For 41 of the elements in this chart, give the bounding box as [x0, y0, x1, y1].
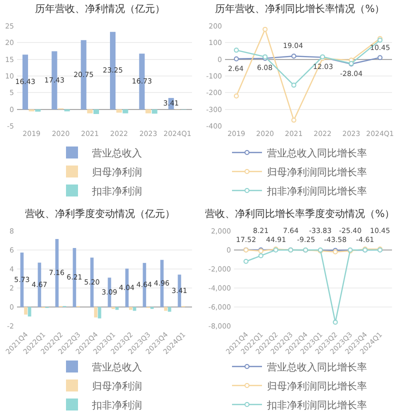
point [234, 48, 239, 53]
legend-label: 扣非净利润 [91, 185, 142, 198]
point [291, 82, 296, 88]
legend-label: 归母净利润同比增长率 [267, 380, 367, 392]
legend-label: 扣非净利润同比增长率 [266, 185, 367, 198]
bar [164, 307, 168, 311]
bar [93, 109, 100, 114]
bar [87, 109, 93, 114]
chart-title: 营收、净利季度变动情况（亿元） [25, 208, 175, 220]
legend-label: 营业总收入 [92, 361, 142, 374]
chart-title: 营收、净利同比增长率季度变动情况（%） [205, 208, 395, 220]
point [332, 320, 338, 325]
chart-title: 历年营收、净利同比增长率情况（%） [215, 3, 385, 15]
bar [152, 109, 158, 114]
point [258, 253, 264, 258]
legend-label: 归母净利润同比增长率 [267, 166, 367, 178]
chart-title: 历年营收、净利情况（亿元） [35, 3, 165, 15]
bar [129, 307, 132, 310]
point [234, 56, 239, 62]
bar [28, 307, 32, 316]
point [378, 55, 382, 60]
bar [132, 307, 136, 311]
legend-label: 扣非净利润 [91, 399, 142, 412]
bar [94, 307, 98, 318]
bar [115, 307, 119, 310]
legend-label: 营业总收入同比增长率 [267, 361, 367, 374]
bar [168, 307, 172, 312]
legend-label: 归母净利润 [92, 380, 142, 392]
point [234, 94, 239, 98]
point [262, 26, 268, 32]
legend-label: 归母净利润 [92, 166, 142, 178]
point [244, 258, 248, 264]
legend-label: 扣非净利润同比增长率 [266, 399, 367, 412]
bar [24, 307, 28, 315]
point [291, 118, 296, 123]
bar [122, 109, 128, 114]
legend-label: 营业总收入 [92, 147, 142, 160]
legend-label: 营业总收入同比增长率 [267, 147, 367, 160]
point [291, 54, 296, 59]
bar [145, 109, 152, 114]
bar [98, 307, 102, 318]
